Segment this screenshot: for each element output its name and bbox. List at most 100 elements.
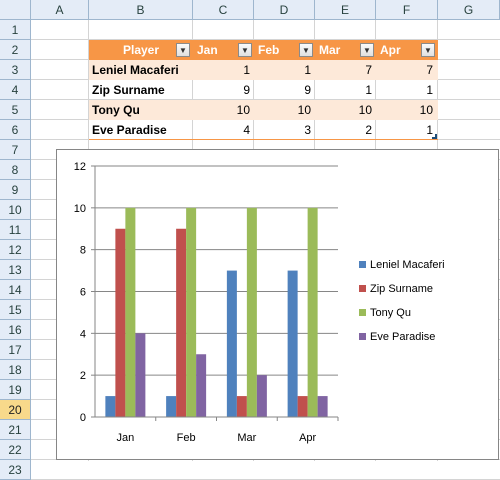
row-header[interactable]: 1	[0, 20, 31, 40]
bar	[125, 207, 136, 417]
row-header[interactable]: 12	[0, 240, 31, 260]
legend-label: Zip Surname	[370, 283, 433, 295]
bar	[226, 270, 237, 417]
value-cell[interactable]: 10	[358, 103, 372, 117]
value-cell[interactable]: 10	[419, 103, 433, 117]
bar	[297, 396, 308, 417]
bar	[236, 396, 247, 417]
row-header[interactable]: 7	[0, 140, 31, 160]
row-header[interactable]: 13	[0, 260, 31, 280]
bar	[246, 207, 257, 417]
row-header[interactable]: 4	[0, 80, 31, 100]
row-header[interactable]: 23	[0, 460, 31, 480]
dropdown-arrow-icon[interactable]: ▼	[360, 43, 374, 57]
row-header[interactable]: 10	[0, 200, 31, 220]
header-mar[interactable]: Mar ▼	[315, 40, 376, 60]
filter-active-icon[interactable]: ▼	[176, 43, 190, 57]
legend-swatch	[359, 285, 366, 292]
y-tick-label: 12	[74, 161, 86, 173]
player-cell[interactable]: Eve Paradise	[92, 123, 167, 137]
y-tick-label: 2	[80, 370, 86, 382]
select-all-corner[interactable]	[0, 0, 31, 20]
legend-swatch	[359, 333, 366, 340]
row-header[interactable]: 6	[0, 120, 31, 140]
column-header[interactable]: G	[438, 0, 500, 20]
value-cell[interactable]: 1	[365, 83, 372, 97]
x-tick-label: Apr	[299, 432, 316, 444]
value-cell[interactable]: 1	[426, 123, 433, 137]
value-cell[interactable]: 1	[304, 63, 311, 77]
column-header[interactable]: B	[89, 0, 193, 20]
row-header[interactable]: 17	[0, 340, 31, 360]
value-cell[interactable]: 10	[236, 103, 250, 117]
row-header[interactable]: 2	[0, 40, 31, 60]
row-header[interactable]: 22	[0, 440, 31, 460]
table-row: Eve Paradise 4 3 2 1	[89, 120, 438, 140]
bar	[287, 270, 298, 417]
gridline	[31, 39, 500, 40]
bar	[256, 375, 267, 417]
header-apr[interactable]: Apr ▼	[376, 40, 437, 60]
table-resize-handle-icon[interactable]	[432, 134, 437, 139]
row-header[interactable]: 3	[0, 60, 31, 80]
y-tick-label: 4	[80, 328, 86, 340]
value-cell[interactable]: 2	[365, 123, 372, 137]
value-cell[interactable]: 1	[426, 83, 433, 97]
y-tick-label: 8	[80, 245, 86, 257]
bar	[115, 228, 126, 417]
row-header[interactable]: 8	[0, 160, 31, 180]
bar	[166, 396, 177, 417]
row-header[interactable]: 16	[0, 320, 31, 340]
legend-label: Tony Qu	[370, 307, 411, 319]
dropdown-arrow-icon[interactable]: ▼	[299, 43, 313, 57]
row-header[interactable]: 20	[0, 400, 31, 420]
column-header[interactable]: E	[315, 0, 376, 20]
dropdown-arrow-icon[interactable]: ▼	[421, 43, 435, 57]
value-cell[interactable]: 3	[304, 123, 311, 137]
legend-label: Leniel Macaferi	[370, 259, 445, 271]
row-header[interactable]: 21	[0, 420, 31, 440]
value-cell[interactable]: 10	[297, 103, 311, 117]
header-player-label: Player	[122, 43, 160, 57]
header-feb[interactable]: Feb ▼	[254, 40, 315, 60]
value-cell[interactable]: 7	[426, 63, 433, 77]
legend-swatch	[359, 261, 366, 268]
value-cell[interactable]: 1	[243, 63, 250, 77]
header-player[interactable]: Player ▼	[89, 40, 193, 60]
column-header[interactable]: D	[254, 0, 315, 20]
row-header[interactable]: 18	[0, 360, 31, 380]
bar	[307, 207, 318, 417]
player-cell[interactable]: Tony Qu	[92, 103, 140, 117]
table-row: Zip Surname 9 9 1 1	[89, 80, 438, 100]
y-tick-label: 0	[80, 412, 86, 424]
player-cell[interactable]: Zip Surname	[92, 83, 165, 97]
row-header[interactable]: 11	[0, 220, 31, 240]
row-header[interactable]: 14	[0, 280, 31, 300]
y-tick-label: 6	[80, 287, 86, 299]
chart[interactable]: 0 2 4 6 8 10 12 Jan Feb Mar Apr Leniel Macaferi Zip …	[56, 149, 499, 460]
y-tick-label: 10	[74, 203, 86, 215]
dropdown-arrow-icon[interactable]: ▼	[238, 43, 252, 57]
bar	[196, 354, 207, 417]
value-cell[interactable]: 4	[243, 123, 250, 137]
header-jan[interactable]: Jan ▼	[193, 40, 254, 60]
column-header[interactable]: A	[31, 0, 89, 20]
x-tick-label: Jan	[117, 432, 135, 444]
x-tick-label: Feb	[177, 432, 196, 444]
table-header-row: Player ▼ Jan ▼ Feb ▼ Mar ▼ Apr ▼	[89, 40, 438, 60]
row-header[interactable]: 15	[0, 300, 31, 320]
header-jan-label: Jan	[197, 43, 218, 57]
row-header[interactable]: 9	[0, 180, 31, 200]
value-cell[interactable]: 7	[365, 63, 372, 77]
value-cell[interactable]: 9	[304, 83, 311, 97]
chart-svg: 0 2 4 6 8 10 12 Jan Feb Mar Apr Leniel Macaferi Zip …	[74, 161, 445, 444]
table-row: Leniel Macaferi 1 1 7 7	[89, 60, 438, 80]
column-header[interactable]: F	[376, 0, 438, 20]
row-header[interactable]: 5	[0, 100, 31, 120]
row-header[interactable]: 19	[0, 380, 31, 400]
value-cell[interactable]: 9	[243, 83, 250, 97]
player-cell[interactable]: Leniel Macaferi	[92, 63, 179, 77]
column-header[interactable]: C	[193, 0, 254, 20]
gridline	[31, 99, 500, 100]
